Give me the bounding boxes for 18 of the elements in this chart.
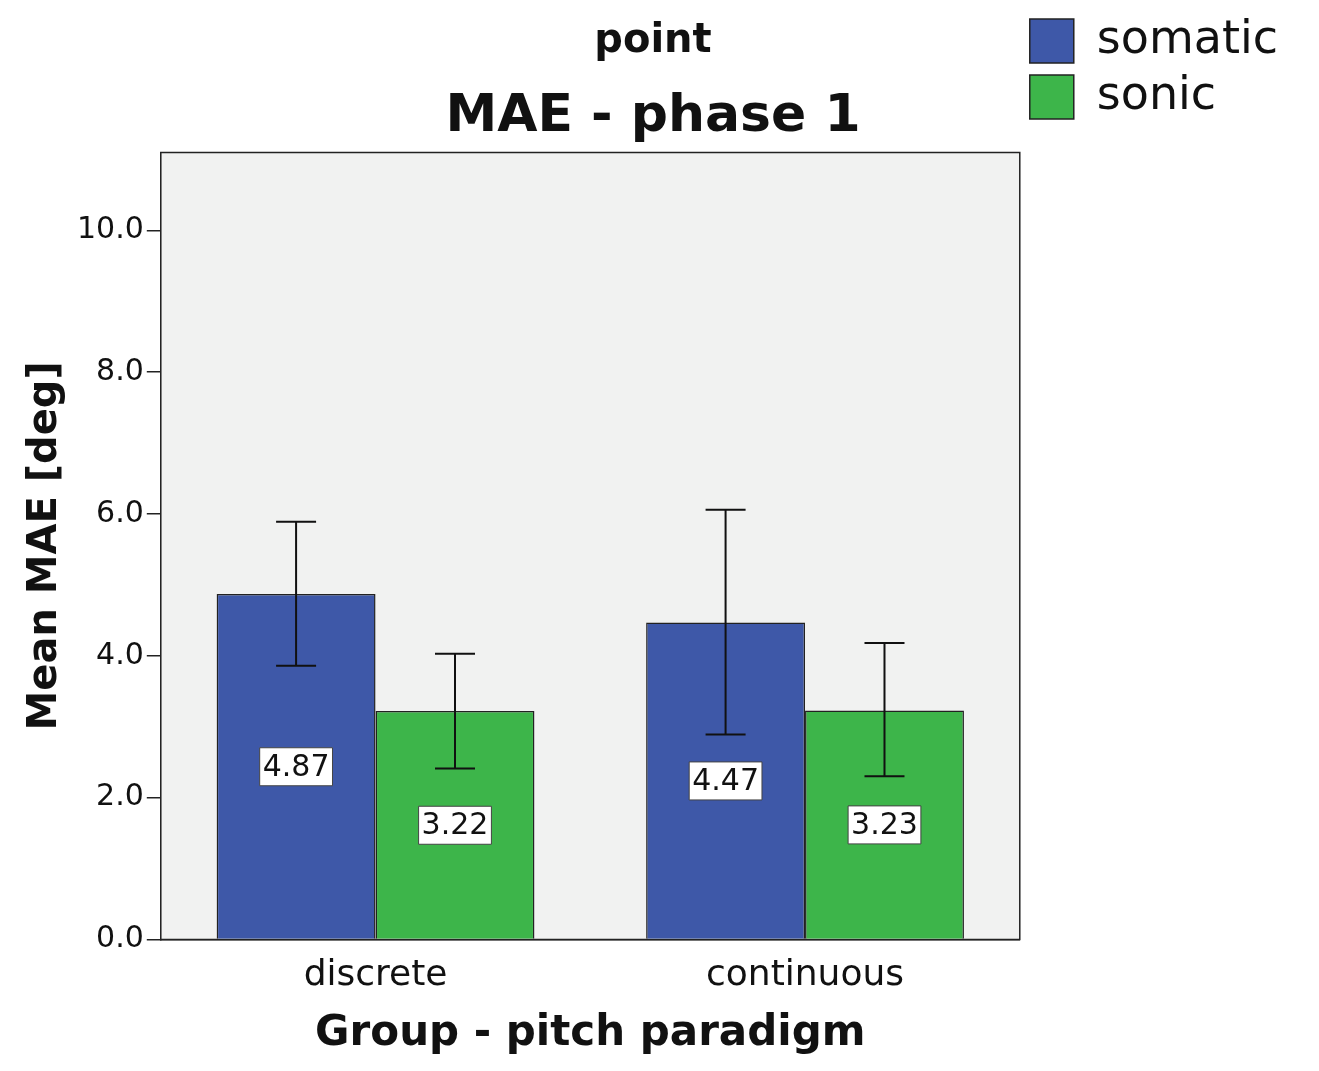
x-tick-label: discrete <box>303 952 448 994</box>
y-tick-label: 10.0 <box>77 210 144 246</box>
y-axis-title: Mean MAE [deg] <box>19 361 66 731</box>
y-tick-label: 8.0 <box>96 351 144 387</box>
y-tick-label: 0.0 <box>96 919 144 955</box>
y-tick-label: 2.0 <box>96 777 144 813</box>
data-label: 3.23 <box>851 805 918 841</box>
data-label: 4.47 <box>692 761 759 797</box>
data-label: 3.22 <box>421 806 489 842</box>
chart-title: point <box>594 15 712 62</box>
chart-subtitle: MAE - phase 1 <box>445 82 861 143</box>
y-tick-label: 4.0 <box>96 635 144 671</box>
x-tick-label: continuous <box>706 952 905 994</box>
legend-label: sonic <box>1096 65 1217 120</box>
data-label: 4.87 <box>262 747 330 783</box>
y-tick-label: 6.0 <box>96 493 144 529</box>
legend-label: somatic <box>1096 9 1278 64</box>
x-axis-title: Group - pitch paradigm <box>315 1005 866 1055</box>
